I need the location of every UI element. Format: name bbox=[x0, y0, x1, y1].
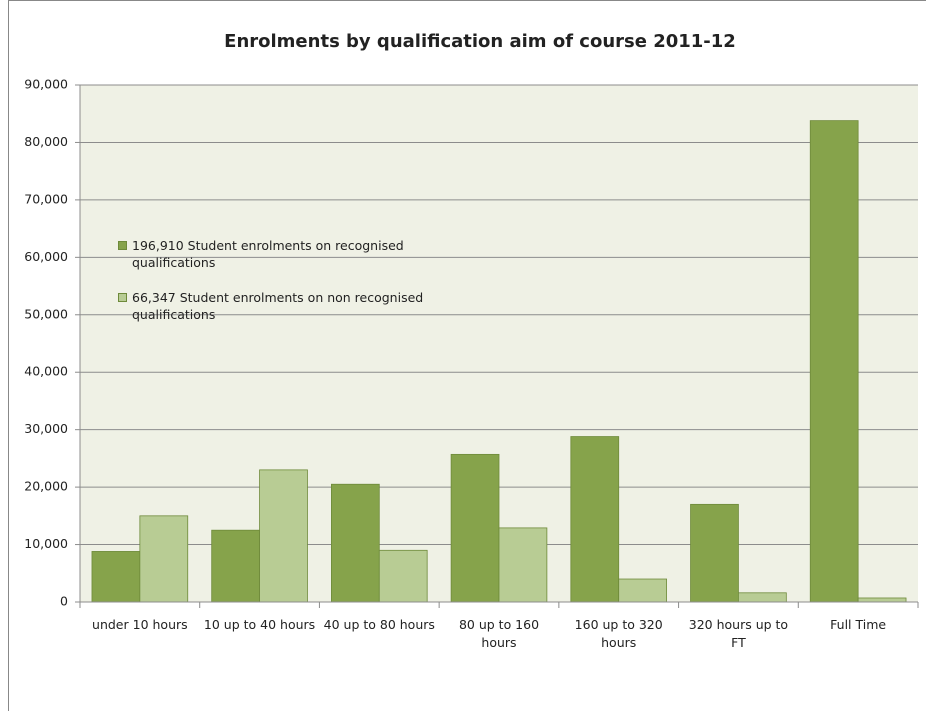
x-tick-label: under 10 hours bbox=[92, 617, 188, 632]
x-tick-label: 160 up to 320 hours bbox=[574, 617, 663, 650]
y-tick-label: 70,000 bbox=[24, 191, 68, 206]
bar bbox=[570, 436, 620, 603]
x-tick-label: 40 up to 80 hours bbox=[323, 617, 435, 632]
bar bbox=[857, 597, 907, 603]
bar bbox=[618, 578, 668, 603]
y-tick-label: 50,000 bbox=[24, 306, 68, 321]
bar bbox=[91, 551, 141, 603]
legend-swatch bbox=[118, 241, 127, 250]
bar bbox=[738, 592, 787, 603]
bar bbox=[139, 515, 189, 603]
y-tick-label: 90,000 bbox=[24, 77, 68, 92]
bar bbox=[690, 503, 739, 603]
bar bbox=[450, 453, 500, 603]
x-tick-label: 80 up to 160 hours bbox=[458, 617, 540, 650]
legend-label: 66,347 Student enrolments on non recogni… bbox=[132, 290, 424, 322]
bar bbox=[378, 549, 428, 603]
y-tick-label: 0 bbox=[60, 594, 68, 609]
y-tick-label: 80,000 bbox=[24, 134, 68, 149]
legend-label: 196,910 Student enrolments on recognised… bbox=[132, 238, 404, 270]
chart-title: Enrolments by qualification aim of cours… bbox=[224, 31, 736, 52]
bar bbox=[330, 483, 380, 603]
x-tick-label: 320 hours up to FT bbox=[688, 617, 789, 650]
bar bbox=[211, 529, 260, 603]
legend-entry: 66,347 Student enrolments on non recogni… bbox=[118, 289, 432, 323]
y-tick-label: 30,000 bbox=[24, 421, 68, 436]
x-tick-label: Full Time bbox=[830, 617, 887, 632]
y-tick-label: 20,000 bbox=[24, 479, 68, 494]
bar bbox=[259, 469, 308, 603]
y-tick-label: 40,000 bbox=[24, 364, 68, 379]
x-tick-label: 10 up to 40 hours bbox=[203, 617, 316, 632]
legend-entry: 196,910 Student enrolments on recognised… bbox=[118, 237, 432, 271]
bar bbox=[809, 120, 859, 603]
y-tick-label: 10,000 bbox=[24, 536, 68, 551]
y-tick-label: 60,000 bbox=[24, 249, 68, 264]
legend-swatch bbox=[118, 293, 127, 302]
bar bbox=[498, 527, 548, 603]
